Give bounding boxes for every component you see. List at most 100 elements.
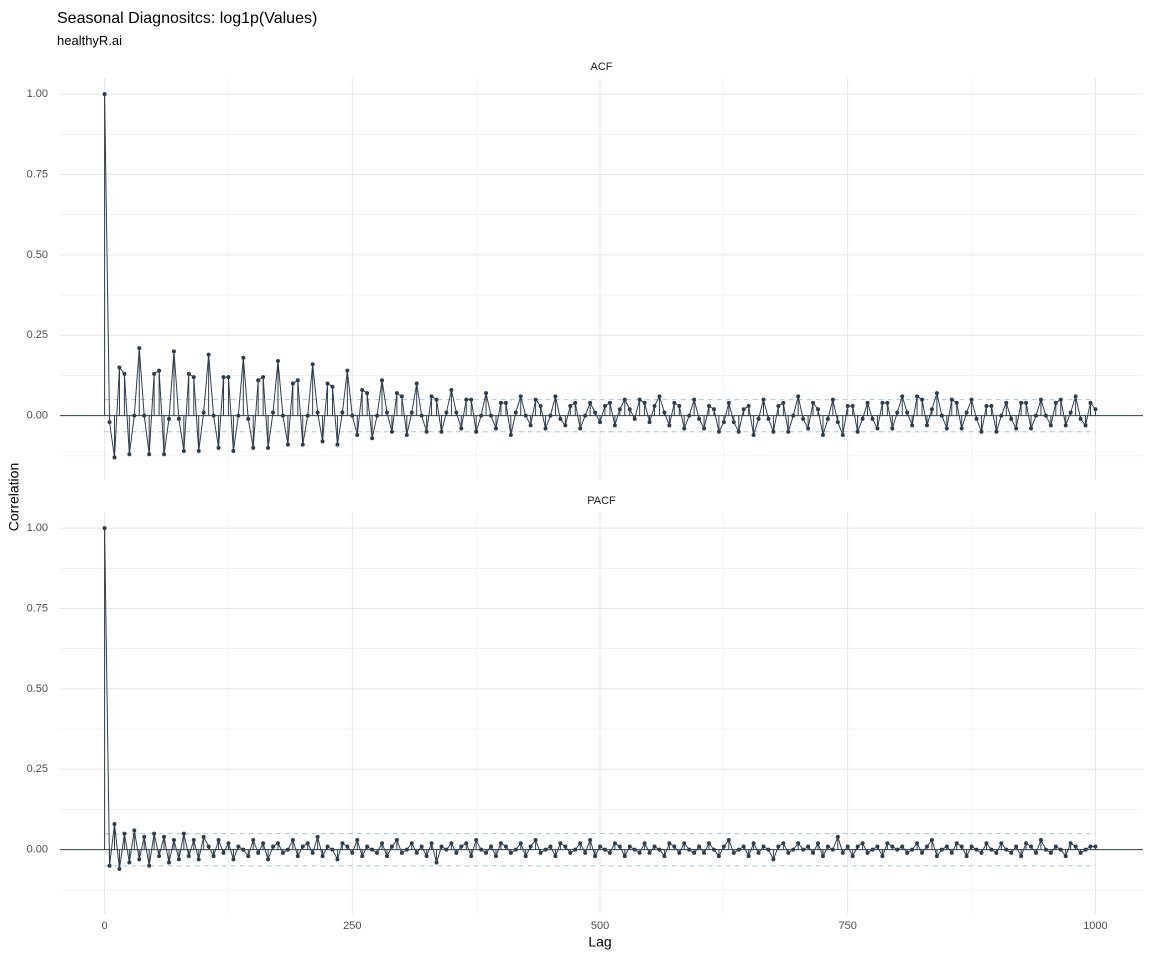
point: [642, 400, 647, 405]
point: [543, 426, 548, 431]
point: [682, 426, 687, 431]
point: [1073, 844, 1078, 849]
point: [206, 352, 211, 357]
x-tick-label: 0: [102, 920, 108, 932]
point: [414, 381, 419, 386]
point: [275, 359, 280, 364]
point: [355, 432, 360, 437]
point: [667, 423, 672, 428]
chart-title: Seasonal Diagnositcs: log1p(Values): [57, 10, 317, 27]
point: [612, 423, 617, 428]
point: [419, 413, 424, 418]
point: [305, 841, 310, 846]
point: [820, 854, 825, 859]
point: [1088, 844, 1093, 849]
point: [380, 378, 385, 383]
point: [211, 413, 216, 418]
point: [513, 847, 518, 852]
y-tick-label: 0.50: [27, 249, 48, 261]
point: [246, 416, 251, 421]
point: [1004, 400, 1009, 405]
point: [162, 452, 167, 457]
y-tick-label: 1.00: [27, 88, 48, 100]
point: [920, 397, 925, 402]
point: [954, 841, 959, 846]
point: [969, 397, 974, 402]
point: [166, 416, 171, 421]
point: [593, 410, 598, 415]
point: [295, 378, 300, 383]
point: [246, 854, 251, 859]
point: [523, 854, 528, 859]
point: [721, 420, 726, 425]
point: [796, 841, 801, 846]
point: [474, 429, 479, 434]
point: [315, 410, 320, 415]
point: [439, 844, 444, 849]
point: [1048, 423, 1053, 428]
point: [459, 426, 464, 431]
point: [731, 420, 736, 425]
point: [711, 407, 716, 412]
point: [984, 841, 989, 846]
point: [404, 432, 409, 437]
point: [102, 526, 107, 531]
point: [865, 400, 870, 405]
point: [657, 394, 662, 399]
point: [637, 850, 642, 855]
point: [261, 375, 266, 380]
point: [414, 850, 419, 855]
point: [1038, 397, 1043, 402]
point: [949, 850, 954, 855]
point: [370, 847, 375, 852]
point: [573, 847, 578, 852]
point: [776, 404, 781, 409]
point: [1053, 400, 1058, 405]
point: [528, 844, 533, 849]
point: [493, 426, 498, 431]
point: [1048, 850, 1053, 855]
point: [469, 854, 474, 859]
point: [905, 850, 910, 855]
point: [756, 850, 761, 855]
point: [201, 834, 206, 839]
point: [1029, 426, 1034, 431]
point: [736, 847, 741, 852]
point: [157, 854, 162, 859]
point: [964, 410, 969, 415]
point: [191, 838, 196, 843]
point: [796, 394, 801, 399]
point: [112, 821, 117, 826]
chart-subtitle: healthyR.ai: [57, 33, 122, 48]
point: [380, 841, 385, 846]
point: [593, 854, 598, 859]
point: [667, 841, 672, 846]
point: [900, 394, 905, 399]
point: [702, 850, 707, 855]
point: [325, 381, 330, 386]
point: [791, 413, 796, 418]
point: [251, 445, 256, 450]
point: [295, 854, 300, 859]
point: [771, 429, 776, 434]
point: [840, 432, 845, 437]
point: [211, 854, 216, 859]
point: [399, 394, 404, 399]
point: [236, 413, 241, 418]
point: [801, 416, 806, 421]
point: [399, 850, 404, 855]
point: [241, 847, 246, 852]
point: [389, 844, 394, 849]
point: [602, 847, 607, 852]
point: [112, 455, 117, 460]
point: [449, 387, 454, 392]
point: [201, 410, 206, 415]
point: [280, 850, 285, 855]
point: [716, 429, 721, 434]
point: [1063, 854, 1068, 859]
point: [850, 854, 855, 859]
point: [974, 416, 979, 421]
point: [825, 844, 830, 849]
point: [523, 413, 528, 418]
point: [186, 371, 191, 376]
